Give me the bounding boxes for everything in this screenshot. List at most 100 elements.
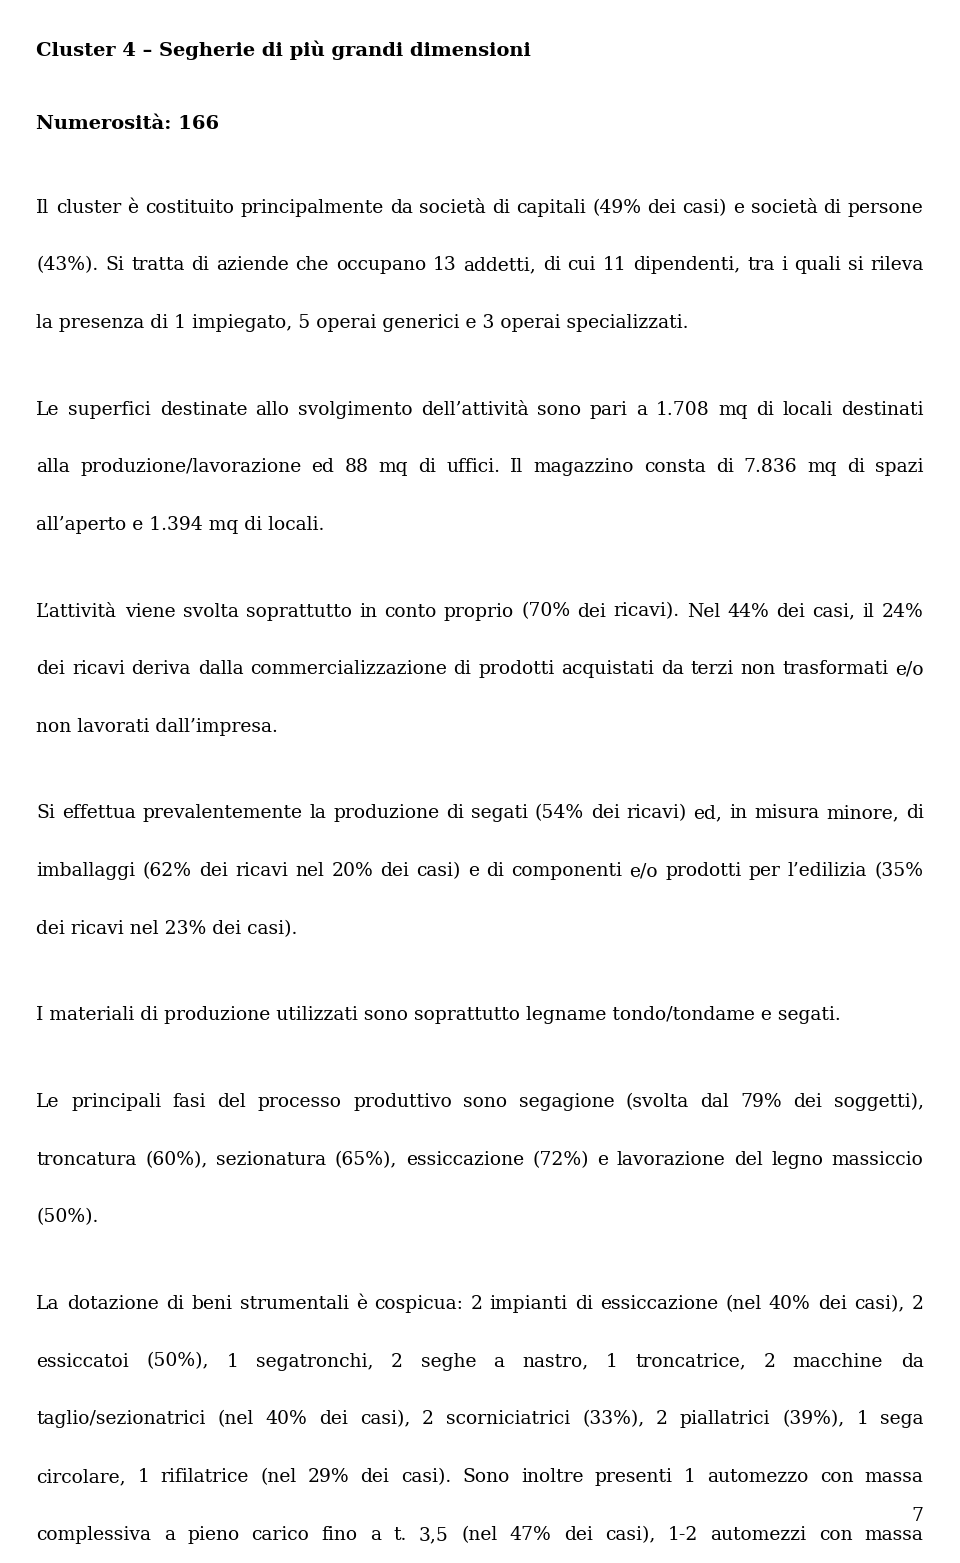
Text: (60%),: (60%), [145, 1150, 207, 1169]
Text: 47%: 47% [510, 1525, 552, 1544]
Text: troncatura: troncatura [36, 1150, 137, 1169]
Text: cluster: cluster [56, 199, 121, 217]
Text: non lavorati dall’impresa.: non lavorati dall’impresa. [36, 717, 278, 736]
Text: ricavi: ricavi [235, 863, 288, 880]
Text: ricavi): ricavi) [627, 805, 686, 822]
Text: ed: ed [312, 458, 334, 477]
Text: dipendenti,: dipendenti, [634, 256, 740, 275]
Text: casi),: casi), [853, 1294, 904, 1313]
Text: tratta: tratta [132, 256, 184, 275]
Text: (54%: (54% [535, 805, 584, 822]
Text: fasi: fasi [173, 1093, 206, 1111]
Text: di: di [756, 400, 774, 419]
Text: dei: dei [380, 863, 409, 880]
Text: (70%: (70% [521, 602, 570, 621]
Text: essiccatoi: essiccatoi [36, 1352, 130, 1371]
Text: dotazione: dotazione [67, 1294, 159, 1313]
Text: Sono: Sono [463, 1468, 510, 1486]
Text: scorniciatrici: scorniciatrici [446, 1410, 570, 1429]
Text: taglio/sezionatrici: taglio/sezionatrici [36, 1410, 205, 1429]
Text: aziende: aziende [216, 256, 289, 275]
Text: ricavi: ricavi [72, 660, 125, 678]
Text: rileva: rileva [870, 256, 924, 275]
Text: dei: dei [818, 1294, 847, 1313]
Text: 2: 2 [391, 1352, 403, 1371]
Text: presenti: presenti [594, 1468, 673, 1486]
Text: sono: sono [464, 1093, 508, 1111]
Text: terzi: terzi [690, 660, 733, 678]
Text: imballaggi: imballaggi [36, 863, 135, 880]
Text: massa: massa [865, 1525, 924, 1544]
Text: Si: Si [36, 805, 56, 822]
Text: soprattutto: soprattutto [246, 602, 351, 621]
Text: 88: 88 [345, 458, 369, 477]
Text: massa: massa [865, 1468, 924, 1486]
Text: ricavi).: ricavi). [613, 602, 680, 621]
Text: con: con [819, 1525, 852, 1544]
Text: nastro,: nastro, [522, 1352, 588, 1371]
Text: strumentali: strumentali [240, 1294, 348, 1313]
Text: trasformati: trasformati [782, 660, 888, 678]
Text: dalla: dalla [198, 660, 243, 678]
Text: di: di [847, 458, 865, 477]
Text: (nel: (nel [726, 1294, 761, 1313]
Text: di: di [492, 199, 510, 217]
Text: Le: Le [36, 400, 60, 419]
Text: persone: persone [848, 199, 924, 217]
Text: casi): casi) [683, 199, 727, 217]
Text: (35%: (35% [875, 863, 924, 880]
Text: lavorazione: lavorazione [616, 1150, 726, 1169]
Text: casi,: casi, [812, 602, 855, 621]
Text: 29%: 29% [308, 1468, 349, 1486]
Text: prodotti: prodotti [478, 660, 554, 678]
Text: destinati: destinati [841, 400, 924, 419]
Text: fino: fino [322, 1525, 358, 1544]
Text: 40%: 40% [769, 1294, 810, 1313]
Text: di: di [166, 1294, 184, 1313]
Text: 13: 13 [433, 256, 457, 275]
Text: con: con [820, 1468, 853, 1486]
Text: si: si [848, 256, 863, 275]
Text: dei: dei [793, 1093, 822, 1111]
Text: prodotti: prodotti [665, 863, 742, 880]
Text: non: non [740, 660, 776, 678]
Text: e: e [468, 863, 479, 880]
Text: casi).: casi). [400, 1468, 451, 1486]
Text: la: la [310, 805, 326, 822]
Text: (39%),: (39%), [782, 1410, 845, 1429]
Text: per: per [749, 863, 780, 880]
Text: 20%: 20% [331, 863, 373, 880]
Text: società: società [419, 199, 486, 217]
Text: inoltre: inoltre [521, 1468, 584, 1486]
Text: dei: dei [590, 805, 619, 822]
Text: dell’attività: dell’attività [421, 400, 529, 419]
Text: deriva: deriva [132, 660, 191, 678]
Text: allo: allo [255, 400, 290, 419]
Text: dei: dei [777, 602, 805, 621]
Text: produzione/lavorazione: produzione/lavorazione [81, 458, 301, 477]
Text: sega: sega [880, 1410, 924, 1429]
Text: (49%: (49% [592, 199, 641, 217]
Text: 2: 2 [470, 1294, 482, 1313]
Text: e: e [597, 1150, 609, 1169]
Text: (43%).: (43%). [36, 256, 99, 275]
Text: Il: Il [36, 199, 50, 217]
Text: e/o: e/o [895, 660, 924, 678]
Text: (65%),: (65%), [335, 1150, 397, 1169]
Text: essiccazione: essiccazione [600, 1294, 718, 1313]
Text: essiccazione: essiccazione [406, 1150, 524, 1169]
Text: capitali: capitali [516, 199, 586, 217]
Text: rifilatrice: rifilatrice [160, 1468, 249, 1486]
Text: che: che [296, 256, 329, 275]
Text: (50%),: (50%), [147, 1352, 209, 1371]
Text: società: società [751, 199, 817, 217]
Text: 2: 2 [763, 1352, 776, 1371]
Text: casi): casi) [417, 863, 461, 880]
Text: all’aperto e 1.394 mq di locali.: all’aperto e 1.394 mq di locali. [36, 516, 324, 535]
Text: seghe: seghe [420, 1352, 476, 1371]
Text: (50%).: (50%). [36, 1208, 99, 1227]
Text: in: in [730, 805, 747, 822]
Text: soggetti),: soggetti), [833, 1093, 924, 1111]
Text: di: di [824, 199, 842, 217]
Text: dei: dei [564, 1525, 592, 1544]
